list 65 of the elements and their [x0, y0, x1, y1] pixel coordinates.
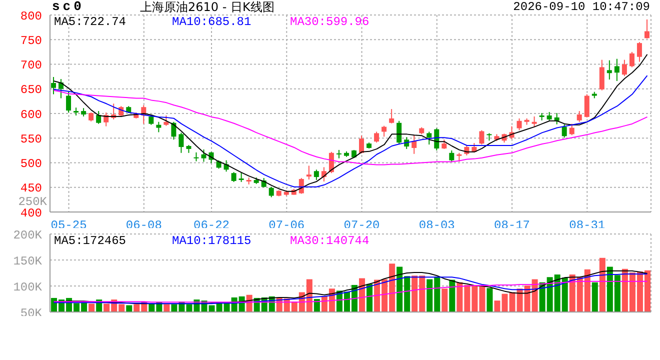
candlestick: [562, 124, 567, 138]
y-tick-label: 700: [20, 58, 42, 73]
candlestick: [396, 120, 402, 146]
candlestick: [554, 112, 560, 125]
candlestick: [231, 172, 236, 182]
y-tick-label: 750: [20, 34, 42, 48]
candlestick: [442, 139, 447, 150]
candlestick: [622, 59, 627, 77]
candlestick: [479, 130, 484, 146]
y-tick-label: 650: [20, 83, 42, 98]
candlestick: [238, 172, 244, 182]
y-tick-label: 450: [20, 182, 42, 196]
candlestick: [644, 18, 650, 40]
candlestick: [614, 58, 620, 82]
text: 250K: [18, 195, 47, 209]
candlestick: [569, 123, 574, 136]
y-tick-label: 150K: [13, 254, 43, 268]
candlestick: [636, 42, 642, 62]
y-tick-label: 400: [20, 206, 42, 220]
candlestick: [382, 125, 387, 138]
candlestick: [629, 51, 634, 68]
candlestick: [306, 165, 312, 180]
candlestick: [374, 131, 380, 144]
candlestick: [516, 118, 522, 131]
candlestick: [359, 135, 364, 154]
y-tick-label: 50K: [20, 306, 43, 320]
candlestick: [194, 152, 199, 162]
y-tick-label: 550: [20, 132, 42, 146]
candlestick: [178, 132, 184, 154]
candlestick: [449, 150, 454, 162]
candlestick: [314, 169, 319, 180]
candlestick: [164, 114, 169, 126]
y-tick-label: 500: [20, 157, 42, 172]
chart-title: 上海原油2610 - 日K线图: [140, 0, 274, 14]
candlestick: [336, 149, 342, 159]
candlestick: [51, 76, 56, 95]
line-series: [53, 75, 648, 188]
line-series: [53, 280, 648, 303]
candlestick: [426, 131, 432, 146]
candlestick: [96, 110, 102, 124]
candlestick: [606, 60, 612, 80]
line-series: [53, 90, 648, 166]
text: MA5:172465: [54, 234, 128, 248]
candlestick: [156, 121, 162, 133]
candlestick: [576, 110, 582, 122]
candlestick: [532, 116, 537, 128]
candlestick: [599, 59, 604, 91]
line-series: [53, 54, 648, 192]
candlestick: [268, 186, 274, 198]
text: MA10:685.81: [172, 15, 252, 29]
text: MA5:722.74: [54, 15, 128, 29]
text: MA10:178115: [172, 234, 252, 248]
candlestick: [201, 148, 206, 162]
y-tick-label: 100K: [13, 280, 43, 294]
text: MA30:140744: [290, 234, 370, 248]
y-tick-label: 800: [20, 9, 42, 24]
y-tick-label: 200K: [13, 228, 43, 242]
text: 2026-09-10 10:47:09: [513, 0, 650, 14]
candlestick: [584, 94, 590, 118]
text: MA30:599.96: [290, 15, 370, 29]
y-tick-label: 600: [20, 108, 42, 122]
candlestick: [412, 134, 417, 154]
candlestick: [389, 108, 394, 124]
text: sc0: [52, 0, 84, 14]
candlestick: [66, 91, 72, 114]
